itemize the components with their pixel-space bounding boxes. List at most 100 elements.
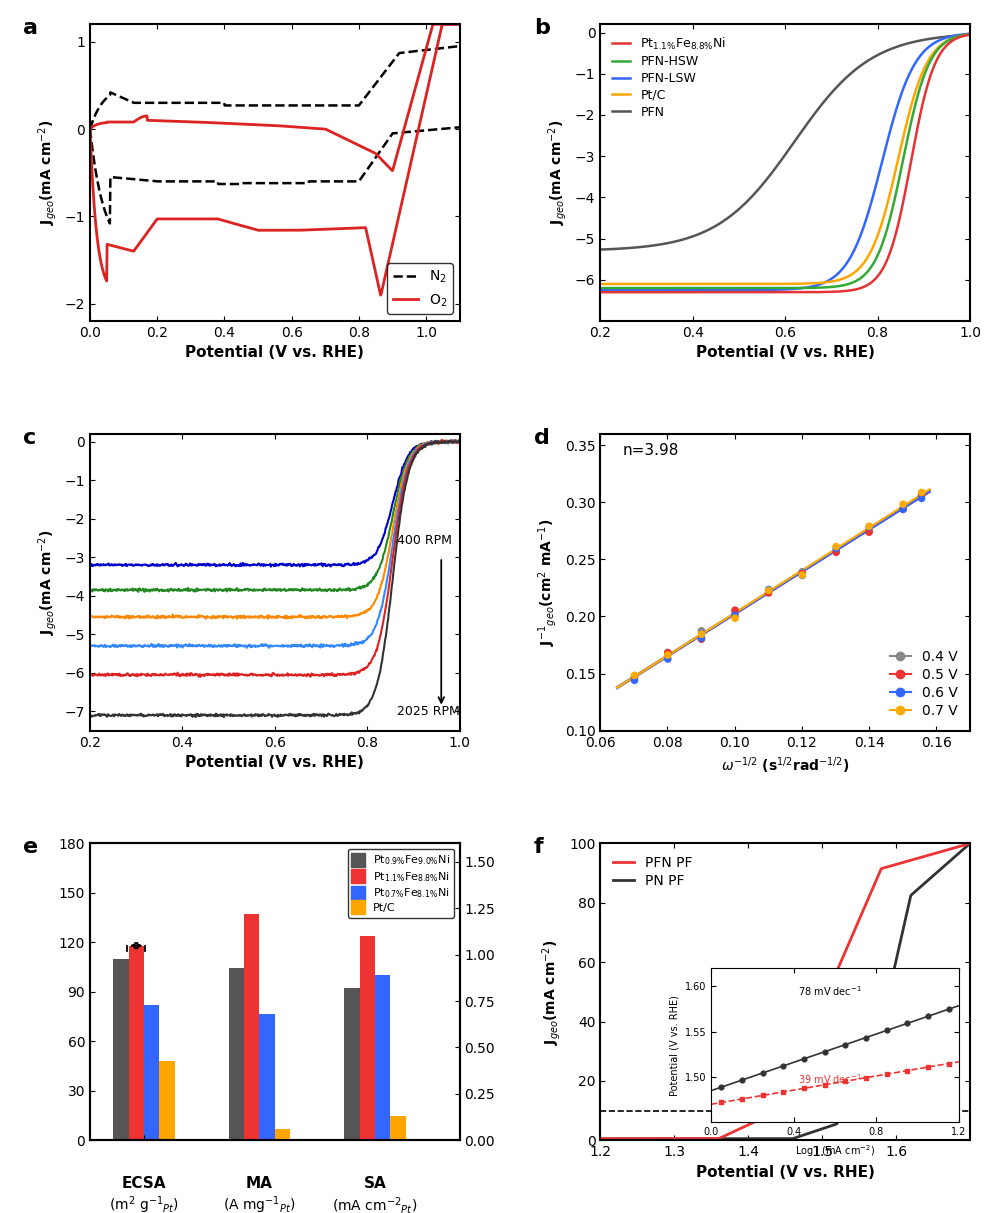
PFN PF (964, 836, 976, 850)
X-axis label: Potential (V vs. RHE): Potential (V vs. RHE) (185, 346, 364, 360)
Point (761, 580, 777, 599)
Point (914, 485, 930, 505)
PN PF (762, 1132, 774, 1146)
Point (761, 581, 777, 600)
PFN PF (689, 1132, 701, 1146)
Text: c: c (23, 428, 37, 448)
Text: e: e (23, 837, 39, 858)
Point (660, 649, 676, 668)
Text: MA: MA (246, 1177, 273, 1191)
PFN PF (812, 1006, 824, 1020)
Point (828, 542, 844, 562)
X-axis label: Potential (V vs. RHE): Potential (V vs. RHE) (696, 346, 875, 360)
Legend: PFN PF, PN PF: PFN PF, PN PF (607, 850, 698, 894)
PN PF (689, 1132, 701, 1146)
X-axis label: Potential (V vs. RHE): Potential (V vs. RHE) (185, 754, 364, 770)
Legend: N$_2$, O$_2$: N$_2$, O$_2$ (387, 263, 453, 314)
Y-axis label: J$_{geo}$(mA cm$^{-2}$): J$_{geo}$(mA cm$^{-2}$) (541, 939, 563, 1044)
Point (660, 645, 676, 665)
Point (895, 500, 911, 519)
Point (914, 484, 930, 503)
Point (895, 495, 911, 514)
Point (627, 667, 643, 687)
Bar (344, 989, 360, 1140)
Bar (113, 958, 129, 1140)
Text: (mA cm$^{-2}$$_{Pt}$): (mA cm$^{-2}$$_{Pt}$) (332, 1195, 418, 1213)
PFN PF (841, 940, 853, 955)
Y-axis label: J$_{geo}$(mA cm$^{-2}$): J$_{geo}$(mA cm$^{-2}$) (36, 120, 59, 226)
Legend: Pt$_{0.9\%}$Fe$_{9.0\%}$Ni, Pt$_{1.1\%}$Fe$_{8.8\%}$Ni, Pt$_{0.7\%}$Fe$_{8.1\%}$: Pt$_{0.9\%}$Fe$_{9.0\%}$Ni, Pt$_{1.1\%}$… (348, 849, 454, 917)
Point (627, 667, 643, 687)
Point (914, 483, 930, 502)
Text: 2025 RPM: 2025 RPM (397, 705, 460, 718)
Point (761, 581, 777, 600)
Bar (244, 913, 259, 1140)
Point (861, 517, 877, 536)
Legend: Pt$_{1.1\%}$Fe$_{8.8\%}$Ni, PFN-HSW, PFN-LSW, Pt/C, PFN: Pt$_{1.1\%}$Fe$_{8.8\%}$Ni, PFN-HSW, PFN… (607, 30, 731, 124)
Text: SA: SA (364, 1177, 386, 1191)
Line: PN PF: PN PF (600, 843, 970, 1139)
Y-axis label: J$^{-1}$$_{geo}$(cm$^2$ mA$^{-1}$): J$^{-1}$$_{geo}$(cm$^2$ mA$^{-1}$) (536, 519, 559, 645)
Text: d: d (534, 428, 550, 448)
PN PF (841, 1099, 853, 1114)
Point (794, 565, 810, 585)
Bar (159, 1061, 175, 1140)
Legend: 0.4 V, 0.5 V, 0.6 V, 0.7 V: 0.4 V, 0.5 V, 0.6 V, 0.7 V (884, 644, 963, 724)
PFN PF (873, 867, 885, 882)
X-axis label: Potential (V vs. RHE): Potential (V vs. RHE) (696, 1164, 875, 1179)
Text: b: b (534, 18, 550, 39)
Bar (275, 1129, 290, 1140)
X-axis label: $\omega^{-1/2}$ (s$^{1/2}$rad$^{-1/2}$): $\omega^{-1/2}$ (s$^{1/2}$rad$^{-1/2}$) (721, 754, 849, 775)
Text: (m$^2$ g$^{-1}$$_{Pt}$): (m$^2$ g$^{-1}$$_{Pt}$) (109, 1195, 179, 1213)
Text: n=3.98: n=3.98 (622, 443, 679, 457)
Point (627, 666, 643, 685)
PN PF (964, 836, 976, 850)
Point (794, 562, 810, 581)
PN PF (660, 1132, 672, 1146)
Point (914, 489, 930, 508)
Point (828, 539, 844, 558)
Point (693, 625, 709, 644)
Bar (375, 975, 390, 1140)
PFN PF (762, 1101, 774, 1116)
Text: 400 RPM: 400 RPM (397, 534, 452, 547)
Point (794, 565, 810, 585)
Point (895, 500, 911, 519)
Text: a: a (23, 18, 38, 39)
Bar (144, 1006, 159, 1140)
Text: (A mg$^{-1}$$_{Pt}$): (A mg$^{-1}$$_{Pt}$) (223, 1195, 296, 1213)
Point (627, 671, 643, 690)
Point (761, 583, 777, 603)
PN PF (812, 1123, 824, 1138)
Bar (360, 936, 375, 1140)
Point (660, 643, 676, 662)
Point (727, 605, 743, 625)
PN PF (594, 1132, 606, 1146)
Point (861, 523, 877, 542)
Point (727, 603, 743, 622)
Point (693, 628, 709, 648)
PFN PF (594, 1132, 606, 1146)
Y-axis label: J$_{geo}$(mA cm$^{-2}$): J$_{geo}$(mA cm$^{-2}$) (546, 120, 569, 226)
Point (861, 517, 877, 536)
Bar (390, 1116, 406, 1140)
Bar (229, 968, 244, 1140)
Point (861, 520, 877, 540)
PFN PF (660, 1132, 672, 1146)
Point (895, 500, 911, 519)
Line: PFN PF: PFN PF (600, 843, 970, 1139)
Point (828, 537, 844, 557)
Text: f: f (534, 837, 543, 858)
Bar (129, 946, 144, 1140)
Text: ECSA: ECSA (122, 1177, 166, 1191)
Point (727, 600, 743, 620)
Point (794, 564, 810, 583)
Point (727, 609, 743, 628)
PN PF (873, 1030, 885, 1044)
Bar (259, 1014, 275, 1140)
Point (660, 643, 676, 662)
Point (828, 542, 844, 562)
Point (693, 630, 709, 649)
Y-axis label: J$_{geo}$(mA cm$^{-2}$): J$_{geo}$(mA cm$^{-2}$) (36, 529, 59, 636)
Point (693, 621, 709, 640)
